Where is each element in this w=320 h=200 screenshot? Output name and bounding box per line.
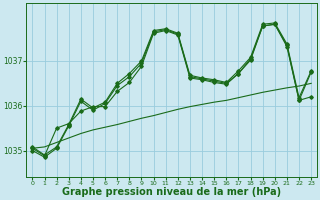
X-axis label: Graphe pression niveau de la mer (hPa): Graphe pression niveau de la mer (hPa) [62,187,281,197]
